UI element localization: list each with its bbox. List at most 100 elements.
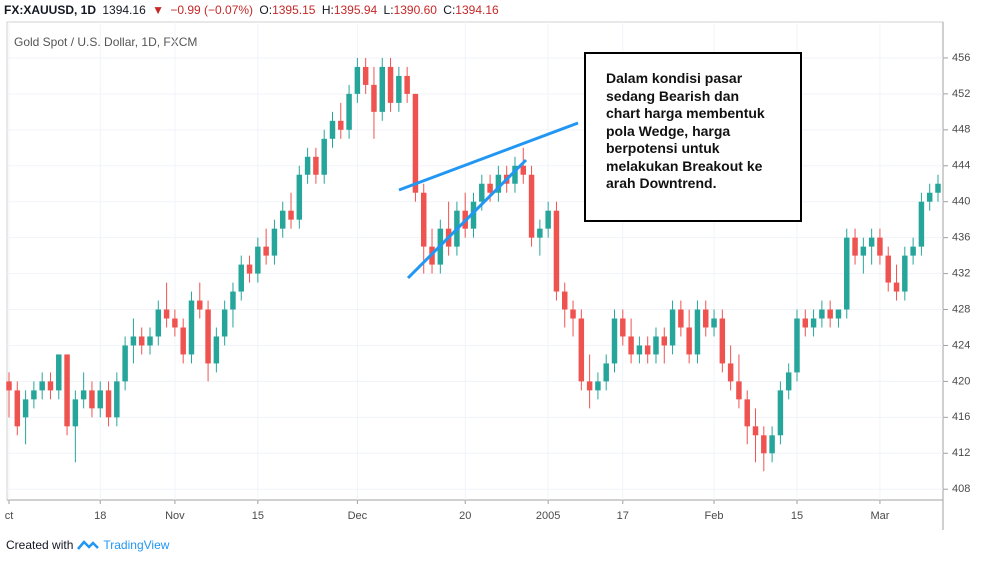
candle-body — [379, 66, 385, 112]
candle-body — [860, 246, 867, 256]
candle-body — [130, 336, 137, 346]
candle-body — [794, 318, 800, 373]
candle-body — [620, 318, 626, 337]
candle-body — [844, 237, 850, 310]
candle-body — [288, 210, 294, 220]
candle-body — [387, 66, 394, 103]
x-tick-label: 15 — [252, 510, 264, 522]
candle-body — [644, 345, 651, 355]
x-tick-label: ct — [5, 510, 14, 522]
candle-body — [653, 336, 659, 355]
candle-body — [711, 318, 717, 328]
candle-body — [39, 381, 45, 391]
candle-body — [719, 318, 726, 364]
annotation-box: Dalam kondisi pasar sedang Bearish dan cha… — [584, 52, 802, 222]
footer-brand: TradingView — [103, 538, 170, 552]
candle-body — [371, 84, 377, 112]
y-tick-label: 440 — [952, 196, 970, 208]
candle-body — [586, 381, 593, 391]
chart-subtitle: Gold Spot / U.S. Dollar, 1D, FXCM — [14, 35, 197, 49]
candle-body — [213, 336, 220, 364]
candle-body — [304, 156, 311, 175]
y-tick-label: 432 — [952, 267, 970, 279]
candle-body — [80, 390, 87, 400]
candle-body — [661, 336, 668, 346]
candle-body — [89, 390, 95, 409]
x-tick-label: Nov — [165, 510, 185, 522]
x-tick-label: 20 — [459, 510, 471, 522]
candle-body — [14, 390, 21, 427]
candle-body — [636, 345, 643, 355]
candle-body — [72, 399, 79, 427]
y-tick-label: 448 — [952, 124, 970, 136]
candle-body — [802, 318, 809, 328]
candle-body — [470, 201, 477, 229]
last-price: 1394.16 — [102, 3, 146, 17]
open-value: 1395.15 — [272, 3, 316, 17]
candle-body — [777, 390, 784, 436]
y-tick-label: 424 — [952, 339, 970, 351]
change-arrow: ▼ — [152, 3, 164, 17]
candle-body — [611, 318, 618, 364]
candle-body — [761, 435, 767, 454]
candle-body — [562, 291, 568, 310]
candle-body — [230, 291, 236, 310]
candle-body — [852, 237, 858, 256]
candle-body — [197, 300, 203, 310]
y-tick-label: 428 — [952, 303, 970, 315]
symbol: FX:XAUUSD, 1D — [4, 3, 97, 17]
candle-body — [105, 390, 112, 418]
candle-body — [545, 210, 551, 229]
candle-body — [694, 309, 701, 355]
candle-body — [893, 282, 900, 292]
candle-body — [686, 327, 692, 355]
candle-body — [255, 246, 261, 274]
symbol-header: FX:XAUUSD, 1D 1394.16 ▼ −0.99 (−0.07%) O… — [4, 3, 502, 17]
candle-body — [537, 228, 543, 238]
candle-body — [238, 264, 244, 292]
high-label: H: — [321, 3, 334, 17]
candle-body — [570, 309, 576, 319]
candle-body — [487, 183, 493, 193]
candle-body — [678, 309, 684, 328]
candle-body — [785, 372, 792, 391]
candle-body — [188, 300, 195, 355]
candle-body — [64, 354, 70, 427]
close-label: C: — [443, 3, 456, 17]
y-tick-label: 452 — [952, 88, 970, 100]
y-tick-label: 444 — [952, 160, 970, 172]
x-tick-label: 15 — [791, 510, 803, 522]
candle-body — [6, 381, 12, 391]
candle-body — [835, 309, 842, 319]
y-tick-label: 420 — [952, 375, 970, 387]
annotation-line: pola Wedge, harga — [606, 122, 731, 139]
annotation-line: arah Downtrend. — [606, 175, 717, 191]
candle-body — [495, 174, 502, 193]
candle-body — [528, 174, 535, 238]
candle-body — [263, 246, 269, 256]
candle-body — [827, 309, 833, 319]
candle-body — [703, 309, 709, 328]
candle-body — [221, 309, 228, 337]
tradingview-logo — [77, 540, 100, 550]
candle-body — [31, 390, 37, 400]
candle-body — [578, 318, 585, 382]
candle-body — [603, 363, 609, 382]
low-label: L: — [383, 3, 394, 17]
footer: Created with TradingView — [6, 538, 169, 552]
annotation-line: Dalam kondisi pasar — [606, 70, 743, 86]
candle-body — [420, 192, 427, 247]
candle-body — [354, 66, 361, 94]
annotation-line: berpotensi untuk — [606, 140, 720, 156]
candle-body — [769, 435, 775, 454]
candle-body — [47, 381, 54, 391]
candle-body — [918, 201, 925, 247]
x-tick-label: 17 — [617, 510, 629, 522]
candle-body — [926, 192, 933, 202]
candle-body — [180, 327, 186, 355]
candle-body — [338, 120, 344, 130]
footer-text: Created with — [6, 538, 74, 552]
candle-body — [479, 183, 485, 202]
candle-body — [868, 237, 875, 247]
wedge-upper-line — [398, 121, 579, 192]
